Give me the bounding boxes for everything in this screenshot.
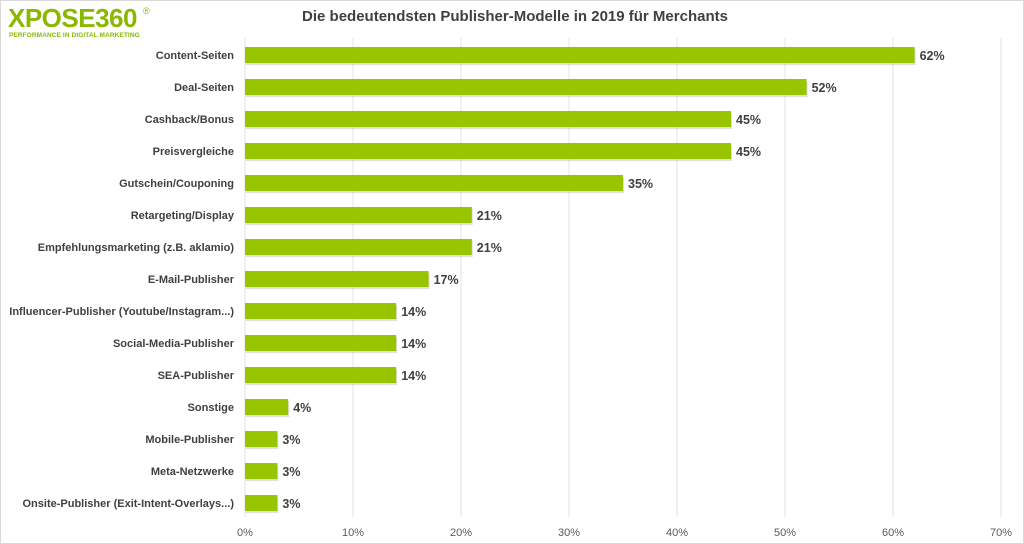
bar bbox=[245, 143, 731, 159]
category-label: Onsite-Publisher (Exit-Intent-Overlays..… bbox=[23, 498, 235, 510]
bars bbox=[245, 47, 916, 513]
value-labels: 62% 52% 45% 45% 35% 21% 21% 17% 14% 14% 14% 4% 3% 3% 3… bbox=[282, 49, 944, 511]
bar bbox=[245, 239, 472, 255]
category-label: Gutschein/Couponing bbox=[119, 178, 234, 190]
bar bbox=[245, 47, 915, 63]
value-label: 17% bbox=[434, 273, 459, 287]
x-tick-label: 10% bbox=[342, 527, 364, 539]
category-label: Content-Seiten bbox=[156, 50, 235, 62]
category-labels: Content-Seiten Deal-Seiten Cashback/Bonus P… bbox=[9, 50, 235, 510]
value-label: 45% bbox=[736, 113, 761, 127]
x-tick-label: 50% bbox=[774, 527, 796, 539]
logo-registered-mark: ® bbox=[143, 6, 150, 16]
category-label: E-Mail-Publisher bbox=[148, 274, 235, 286]
category-label: Empfehlungsmarketing (z.B. aklamio) bbox=[38, 242, 235, 254]
bar bbox=[245, 175, 623, 191]
value-label: 52% bbox=[812, 81, 837, 95]
chart-title: Die bedeutendsten Publisher-Modelle in 2… bbox=[302, 8, 728, 25]
category-label: Mobile-Publisher bbox=[145, 434, 234, 446]
value-label: 45% bbox=[736, 145, 761, 159]
bar bbox=[245, 111, 731, 127]
logo-tagline: PERFORMANCE IN DIGITAL MARKETING bbox=[9, 32, 140, 39]
value-label: 3% bbox=[282, 433, 300, 447]
category-label: Cashback/Bonus bbox=[145, 114, 234, 126]
value-label: 14% bbox=[401, 337, 426, 351]
bar bbox=[245, 463, 278, 479]
value-label: 35% bbox=[628, 177, 653, 191]
bar bbox=[245, 431, 278, 447]
category-label: Retargeting/Display bbox=[131, 210, 235, 222]
category-label: Preisvergleiche bbox=[153, 146, 234, 158]
bar bbox=[245, 303, 397, 319]
bar bbox=[245, 207, 472, 223]
x-axis-tick-labels: 0% 10% 20% 30% 40% 50% 60% 70% bbox=[237, 527, 1012, 539]
x-tick-label: 60% bbox=[882, 527, 904, 539]
bar bbox=[245, 335, 397, 351]
xpose360-logo: XPOSE360 ® PERFORMANCE IN DIGITAL MARKET… bbox=[8, 5, 158, 41]
bar bbox=[245, 79, 807, 95]
category-label: Influencer-Publisher (Youtube/Instagram.… bbox=[9, 306, 234, 318]
x-tick-label: 30% bbox=[558, 527, 580, 539]
category-label: Social-Media-Publisher bbox=[113, 338, 235, 350]
value-label: 3% bbox=[282, 497, 300, 511]
category-label: SEA-Publisher bbox=[158, 370, 235, 382]
category-label: Sonstige bbox=[188, 402, 234, 414]
value-label: 62% bbox=[920, 49, 945, 63]
x-tick-label: 0% bbox=[237, 527, 253, 539]
x-tick-label: 20% bbox=[450, 527, 472, 539]
value-label: 21% bbox=[477, 241, 502, 255]
value-label: 14% bbox=[401, 305, 426, 319]
value-label: 21% bbox=[477, 209, 502, 223]
category-label: Deal-Seiten bbox=[174, 82, 234, 94]
value-label: 14% bbox=[401, 369, 426, 383]
logo-wordmark: XPOSE360 bbox=[8, 3, 137, 33]
category-label: Meta-Netzwerke bbox=[151, 466, 234, 478]
value-label: 3% bbox=[282, 465, 300, 479]
bar bbox=[245, 367, 397, 383]
x-tick-label: 70% bbox=[990, 527, 1012, 539]
bar bbox=[245, 399, 289, 415]
x-tick-label: 40% bbox=[666, 527, 688, 539]
bar bbox=[245, 271, 429, 287]
bar bbox=[245, 495, 278, 511]
value-label: 4% bbox=[293, 401, 311, 415]
